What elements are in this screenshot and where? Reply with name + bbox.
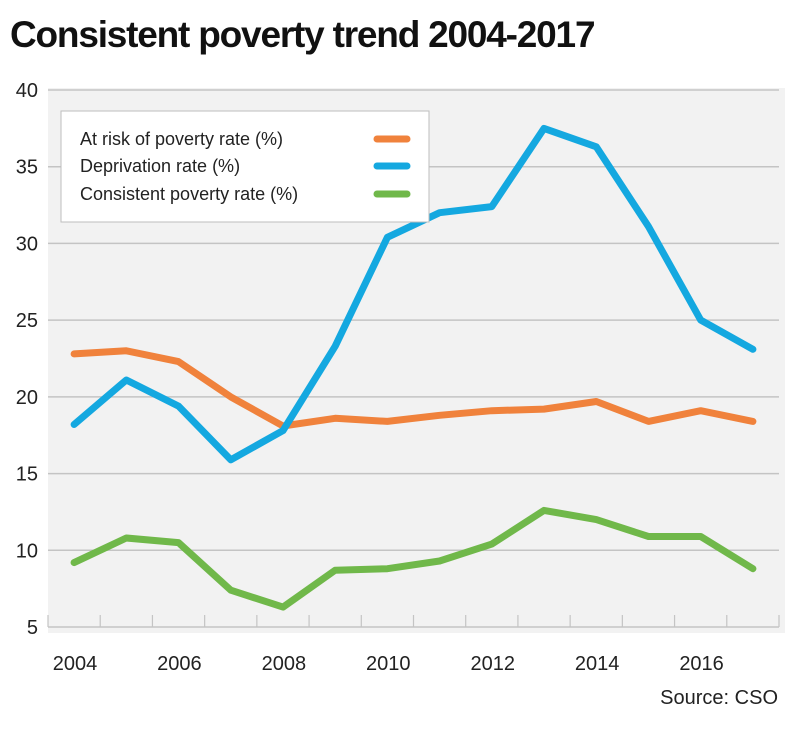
chart-title: Consistent poverty trend 2004-2017 xyxy=(10,14,596,55)
y-tick-label: 20 xyxy=(16,387,38,409)
x-tick-label: 2010 xyxy=(366,653,411,675)
x-tick-label: 2008 xyxy=(262,653,307,675)
y-tick-label: 30 xyxy=(16,233,38,255)
y-tick-label: 5 xyxy=(27,617,38,639)
y-tick-label: 25 xyxy=(16,310,38,332)
series-line-2 xyxy=(70,506,757,611)
legend-box xyxy=(60,110,430,223)
y-tick-label: 40 xyxy=(16,80,38,102)
x-tick-label: 2012 xyxy=(470,653,515,675)
series-line-0 xyxy=(70,347,757,430)
source-note: Source: CSO xyxy=(660,687,778,709)
legend: At risk of poverty rate (%) Deprivation r… xyxy=(60,110,430,223)
series-line-1 xyxy=(70,124,757,464)
x-tick-label: 2004 xyxy=(53,653,98,675)
x-tick-label: 2006 xyxy=(157,653,202,675)
y-axis: 5 10 15 20 25 30 35 40 xyxy=(16,80,38,639)
y-tick-label: 15 xyxy=(16,464,38,486)
x-tick-label: 2014 xyxy=(575,653,620,675)
legend-label: At risk of poverty rate (%) xyxy=(80,129,283,149)
y-tick-label: 10 xyxy=(16,540,38,562)
legend-label: Deprivation rate (%) xyxy=(80,156,240,176)
y-tick-label: 35 xyxy=(16,157,38,179)
x-tick-label: 2016 xyxy=(679,653,724,675)
series-lines xyxy=(70,124,757,611)
legend-label: Consistent poverty rate (%) xyxy=(80,184,298,204)
x-axis: 2004 2006 2008 2010 2012 2014 2016 xyxy=(47,615,780,675)
